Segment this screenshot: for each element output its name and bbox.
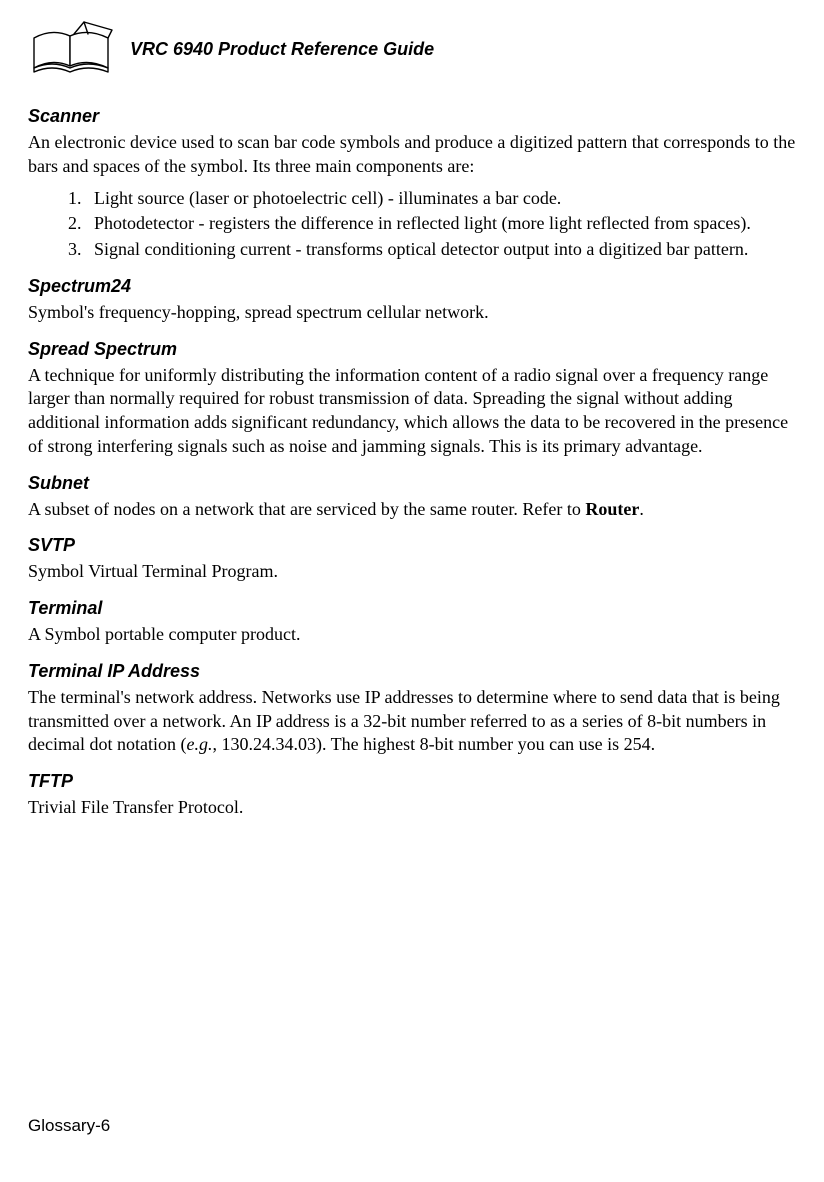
scanner-components-list: Light source (laser or photoelectric cel…: [28, 187, 796, 262]
term-spread-spectrum: Spread Spectrum: [28, 339, 796, 360]
term-svtp: SVTP: [28, 535, 796, 556]
term-spectrum24: Spectrum24: [28, 276, 796, 297]
def-tftp: Trivial File Transfer Protocol.: [28, 796, 796, 820]
term-terminal-ip: Terminal IP Address: [28, 661, 796, 682]
def-scanner: An electronic device used to scan bar co…: [28, 131, 796, 179]
term-scanner: Scanner: [28, 106, 796, 127]
page-footer: Glossary-6: [28, 1116, 110, 1136]
header-title: VRC 6940 Product Reference Guide: [130, 39, 434, 60]
def-terminal-ip: The terminal's network address. Networks…: [28, 686, 796, 757]
list-item: Signal conditioning current - transforms…: [86, 238, 796, 262]
list-item: Photodetector - registers the difference…: [86, 212, 796, 236]
term-tftp: TFTP: [28, 771, 796, 792]
router-reference: Router: [585, 499, 639, 519]
def-terminal-ip-post: , 130.24.34.03). The highest 8-bit numbe…: [212, 734, 655, 754]
def-svtp: Symbol Virtual Terminal Program.: [28, 560, 796, 584]
page: VRC 6940 Product Reference Guide Scanner…: [0, 0, 824, 1182]
eg-abbrev: e.g.: [186, 734, 212, 754]
def-spread-spectrum: A technique for uniformly distributing t…: [28, 364, 796, 459]
list-item: Light source (laser or photoelectric cel…: [86, 187, 796, 211]
page-header: VRC 6940 Product Reference Guide: [28, 20, 796, 78]
def-subnet-pre: A subset of nodes on a network that are …: [28, 499, 585, 519]
def-subnet: A subset of nodes on a network that are …: [28, 498, 796, 522]
def-spectrum24: Symbol's frequency-hopping, spread spect…: [28, 301, 796, 325]
term-terminal: Terminal: [28, 598, 796, 619]
def-terminal: A Symbol portable computer product.: [28, 623, 796, 647]
def-subnet-post: .: [639, 499, 644, 519]
term-subnet: Subnet: [28, 473, 796, 494]
book-icon: [28, 20, 116, 78]
